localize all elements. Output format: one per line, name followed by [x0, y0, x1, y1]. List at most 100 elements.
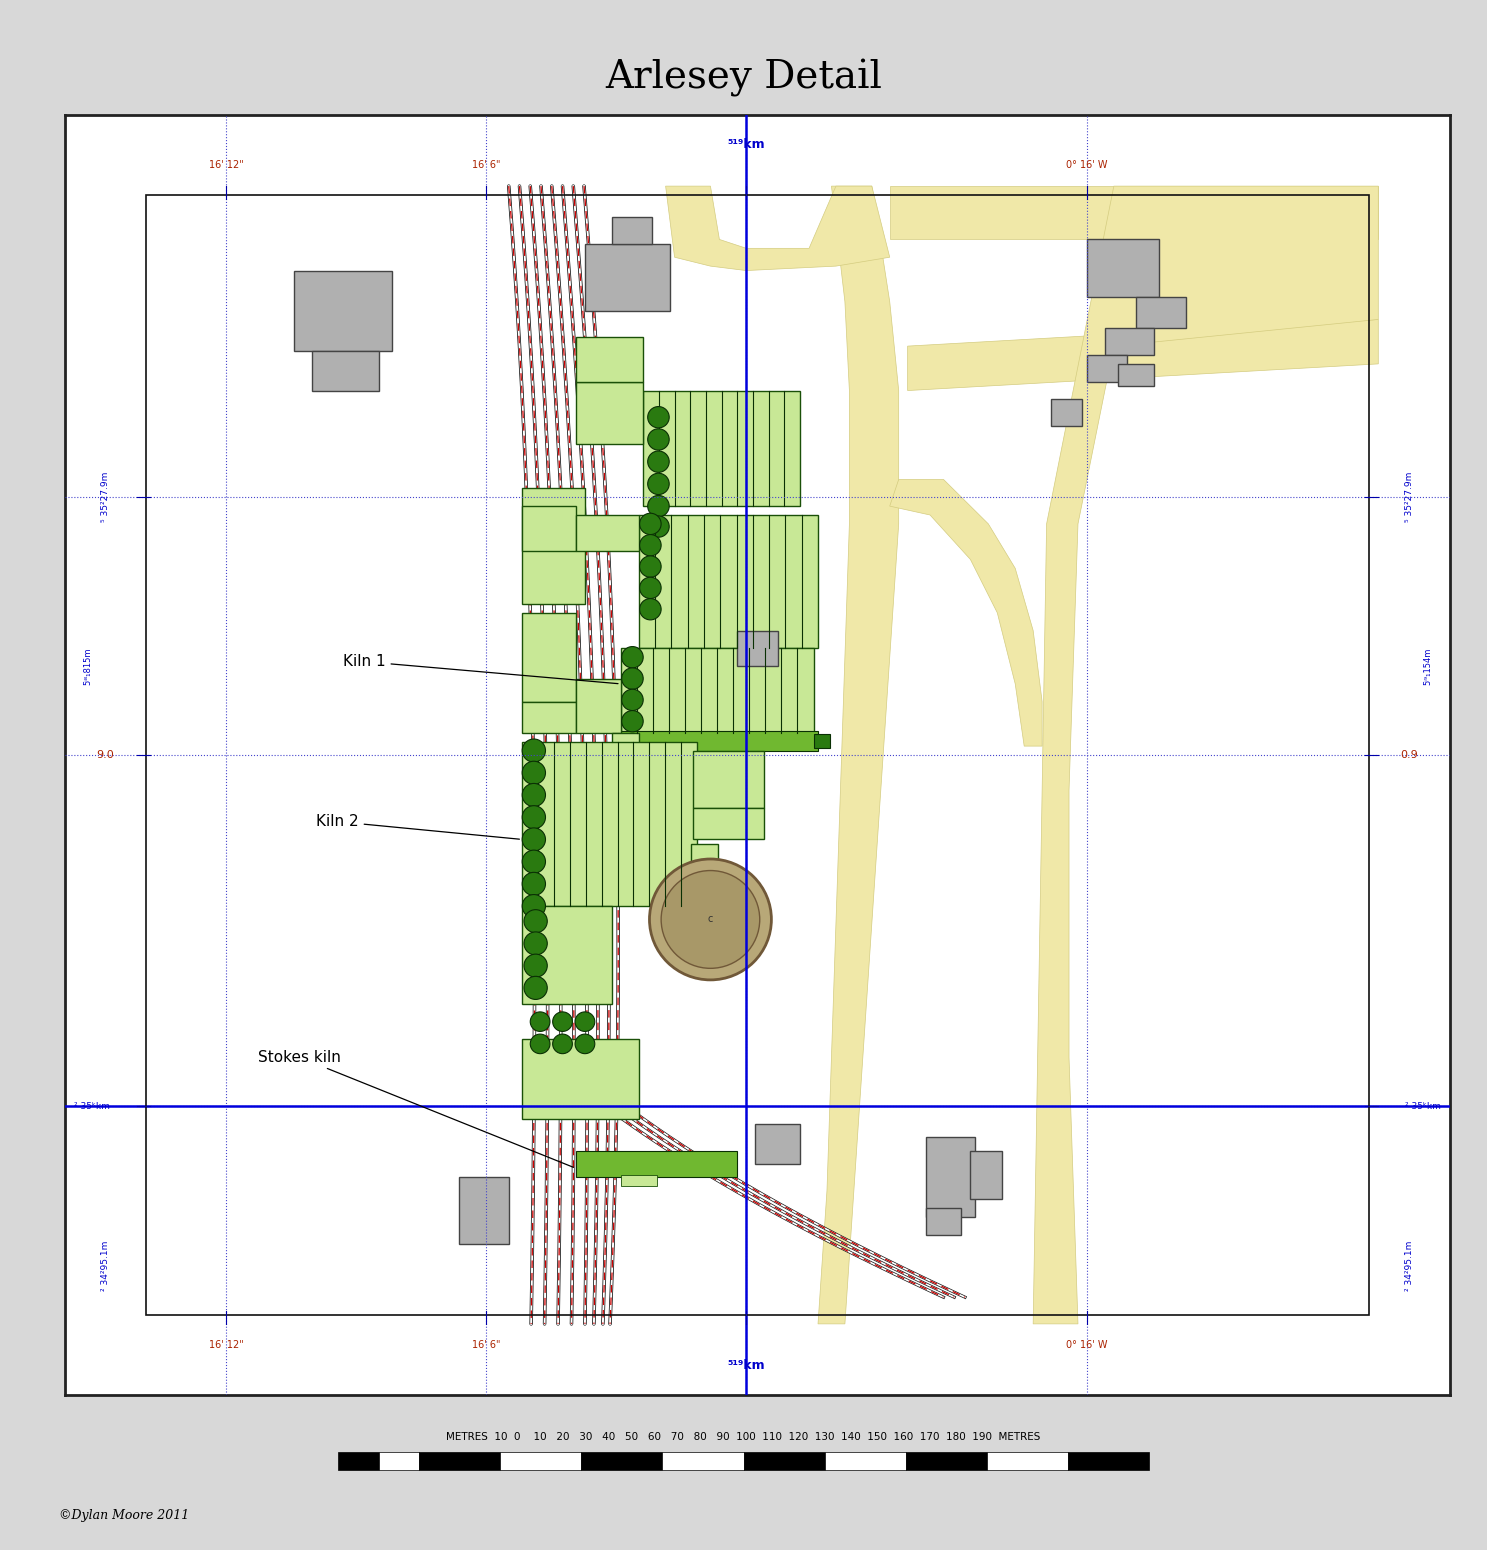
Circle shape [622, 710, 644, 732]
Bar [925, 1209, 962, 1235]
Polygon shape [889, 479, 1042, 746]
Circle shape [662, 871, 760, 969]
Circle shape [523, 955, 547, 976]
Text: ⁵¹⁹km: ⁵¹⁹km [727, 138, 766, 150]
Bar [971, 1150, 1002, 1200]
Bar [1051, 400, 1083, 426]
Bar [338, 1451, 379, 1469]
Circle shape [639, 556, 662, 577]
Bar [620, 732, 818, 750]
Bar [691, 843, 718, 879]
Bar [581, 1451, 662, 1469]
Text: 16' 12": 16' 12" [210, 160, 244, 170]
Text: 16' 6": 16' 6" [471, 1339, 501, 1350]
Bar [575, 515, 639, 550]
Bar [662, 1451, 744, 1469]
Bar [755, 1124, 800, 1164]
Bar [744, 1451, 825, 1469]
Text: 5ⁱ⁸₁815m: 5ⁱ⁸₁815m [83, 648, 92, 685]
Circle shape [553, 1012, 572, 1031]
Text: 5ⁱ⁹₁154m: 5ⁱ⁹₁154m [1423, 648, 1432, 685]
Circle shape [622, 690, 644, 710]
Text: ² 34²95.1m: ² 34²95.1m [1405, 1242, 1414, 1291]
Bar [639, 515, 818, 648]
Text: ² 35ᵏkm: ² 35ᵏkm [1405, 1102, 1441, 1111]
Bar [575, 338, 644, 381]
Bar [738, 631, 778, 666]
Circle shape [639, 598, 662, 620]
Bar [1105, 329, 1154, 355]
Bar [575, 1150, 738, 1176]
Circle shape [553, 1034, 572, 1054]
Bar [611, 217, 653, 243]
Bar [620, 648, 813, 733]
Polygon shape [907, 319, 1378, 391]
Bar [575, 381, 644, 443]
Circle shape [531, 1012, 550, 1031]
Bar [693, 809, 764, 840]
Bar [1068, 1451, 1149, 1469]
Bar [693, 750, 764, 809]
Bar [522, 507, 575, 550]
Bar [620, 1175, 657, 1186]
Circle shape [648, 406, 669, 428]
Bar [522, 1040, 639, 1119]
Text: 0° 16' W: 0° 16' W [1066, 1339, 1108, 1350]
Text: ⁵ 35²27.9m: ⁵ 35²27.9m [101, 473, 110, 522]
Bar [522, 488, 584, 604]
Circle shape [522, 849, 546, 873]
Circle shape [622, 646, 644, 668]
Circle shape [648, 451, 669, 473]
Circle shape [648, 516, 669, 538]
Circle shape [650, 859, 772, 980]
Bar [500, 1451, 581, 1469]
Circle shape [522, 873, 546, 896]
Circle shape [522, 894, 546, 918]
Circle shape [522, 806, 546, 829]
Circle shape [522, 739, 546, 763]
Circle shape [648, 496, 669, 516]
Text: c: c [708, 914, 714, 924]
Polygon shape [818, 186, 898, 1324]
Circle shape [523, 976, 547, 1000]
Bar [293, 271, 393, 350]
Text: Arlesey Detail: Arlesey Detail [605, 59, 882, 98]
Text: 0.9: 0.9 [1401, 750, 1419, 759]
Circle shape [523, 910, 547, 933]
Circle shape [639, 535, 662, 556]
Bar [575, 679, 620, 733]
Bar [1136, 298, 1185, 329]
Bar [1087, 355, 1127, 381]
Bar [146, 195, 1370, 1314]
Bar [311, 350, 379, 391]
Bar [825, 1451, 906, 1469]
Text: 16' 6": 16' 6" [471, 160, 501, 170]
Circle shape [575, 1012, 595, 1031]
Polygon shape [1033, 186, 1378, 1324]
Text: ⁵ 35²27.9m: ⁵ 35²27.9m [1405, 473, 1414, 522]
Bar [522, 741, 697, 907]
Circle shape [575, 1034, 595, 1054]
Bar [611, 733, 639, 764]
Polygon shape [889, 186, 1378, 239]
Text: ² 34²95.1m: ² 34²95.1m [101, 1242, 110, 1291]
Circle shape [522, 828, 546, 851]
Circle shape [648, 429, 669, 449]
Bar [906, 1451, 987, 1469]
Text: 16' 12": 16' 12" [210, 1339, 244, 1350]
Circle shape [522, 783, 546, 806]
Text: METRES  10  0    10   20   30   40   50   60   70   80   90  100  110  120  130 : METRES 10 0 10 20 30 40 50 60 70 80 90 1… [446, 1432, 1041, 1442]
Bar [379, 1451, 419, 1469]
Bar [987, 1451, 1068, 1469]
Bar [925, 1138, 975, 1217]
Text: Kiln 2: Kiln 2 [317, 814, 519, 839]
Bar [522, 612, 575, 702]
Bar [459, 1176, 509, 1245]
Text: 0° 16' W: 0° 16' W [1066, 160, 1108, 170]
Bar [813, 733, 830, 749]
Circle shape [531, 1034, 550, 1054]
Bar [584, 243, 671, 310]
Circle shape [648, 473, 669, 494]
Bar [1087, 239, 1158, 298]
Text: 9.0: 9.0 [97, 750, 114, 759]
